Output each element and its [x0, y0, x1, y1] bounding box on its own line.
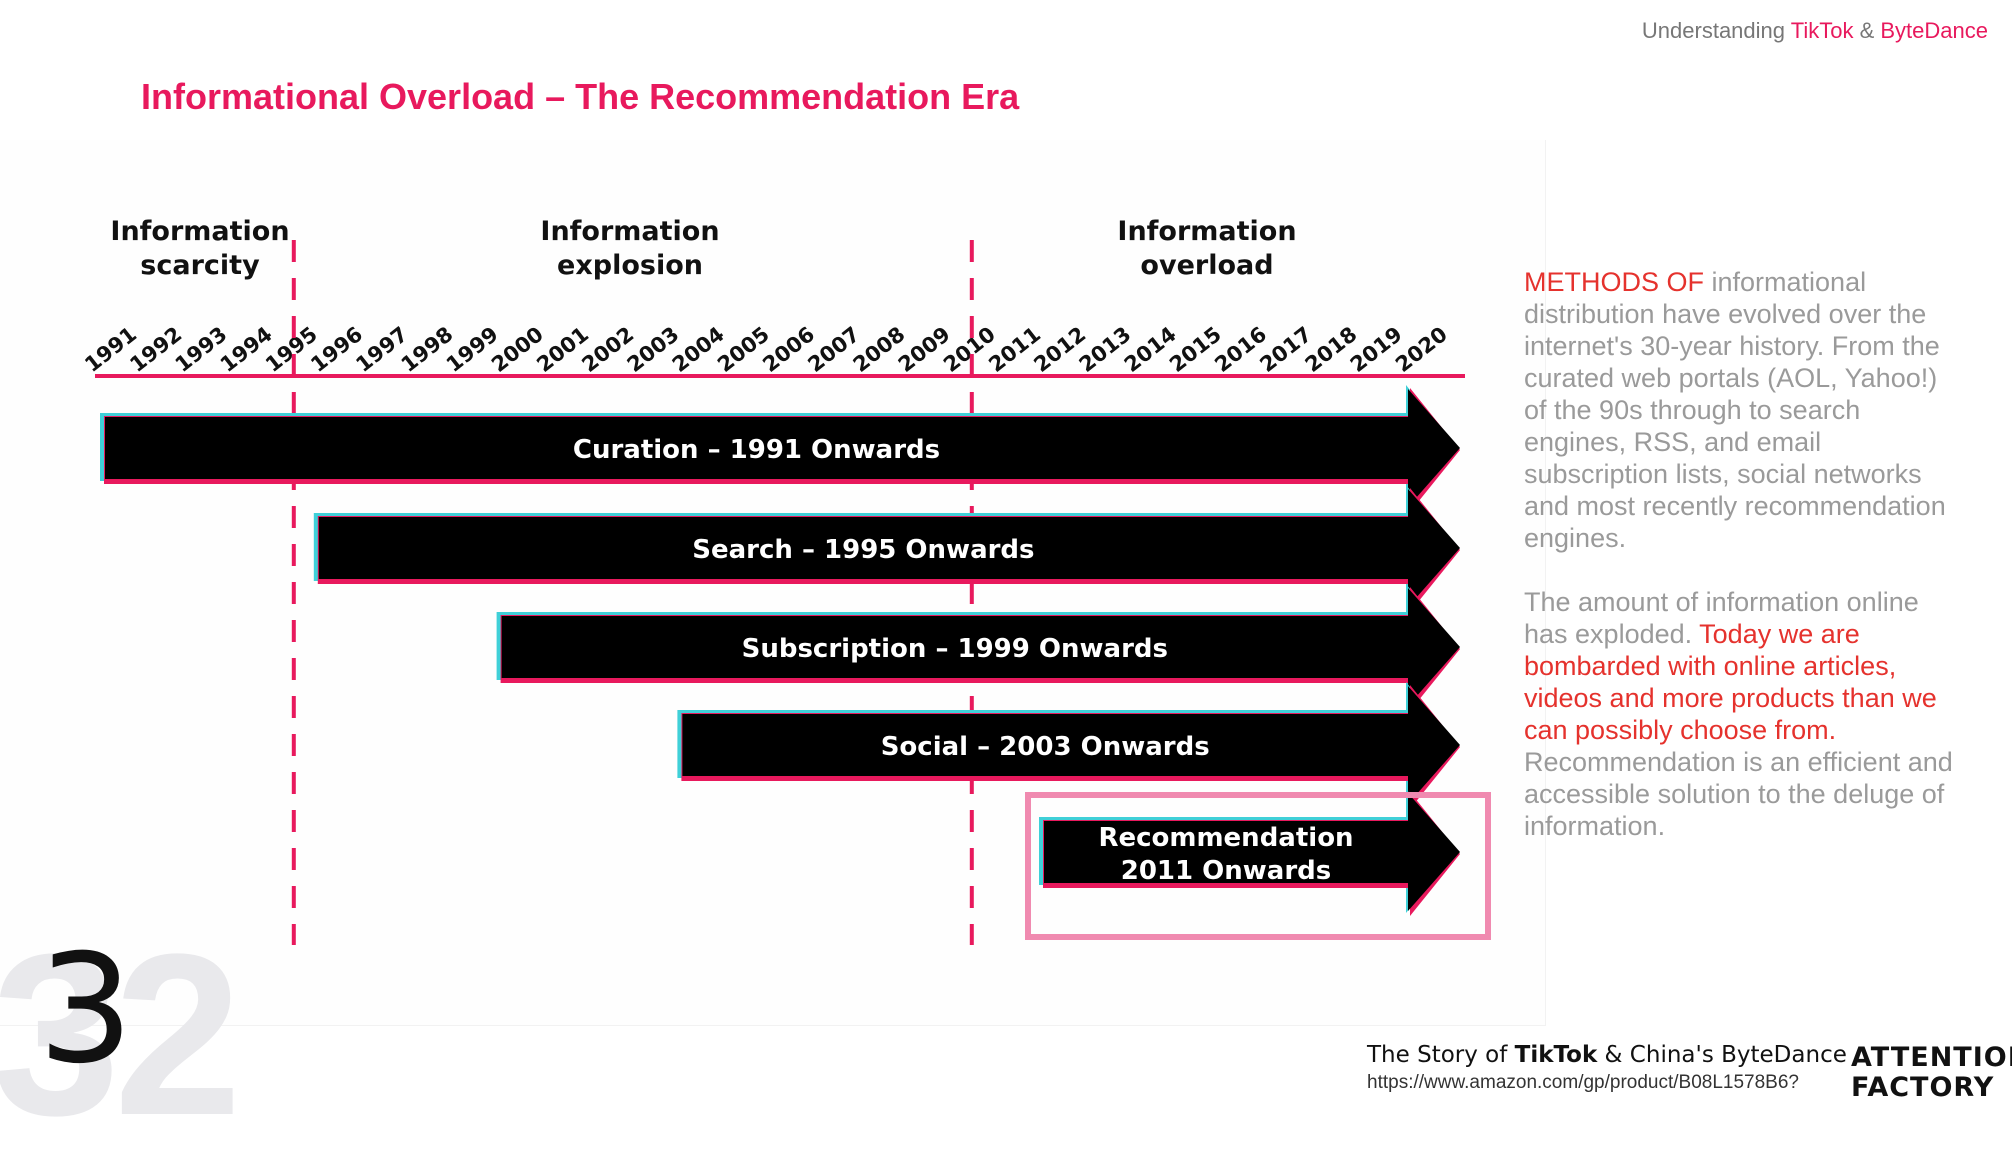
side-paragraph-1: METHODS OF informational distribution ha… [1524, 266, 1964, 554]
era-label: Information [110, 216, 289, 247]
year-label: 2017 [1255, 322, 1316, 377]
year-label: 2009 [894, 322, 955, 377]
book-credit: The Story of TikTok & China's ByteDance … [1367, 1042, 1847, 1094]
timeline-bar-2 [318, 489, 1460, 607]
year-label: 2008 [849, 322, 910, 377]
book-suffix: & China's ByteDance [1597, 1042, 1847, 1068]
year-label: 2013 [1075, 322, 1136, 377]
bar-label: Social – 2003 Onwards [881, 732, 1210, 762]
era-label: scarcity [140, 250, 260, 281]
header-brand-bytedance: ByteDance [1880, 18, 1988, 43]
year-label: 2018 [1301, 322, 1362, 377]
year-label: 2001 [532, 322, 593, 377]
attention-factory-logo: ATTENTION FACTORY [1851, 1043, 2012, 1103]
bar-label: Recommendation [1098, 823, 1353, 853]
side-p2-start: The amount of information online has exp… [1524, 587, 1919, 649]
year-label: 1995 [261, 322, 322, 377]
side-description: METHODS OF informational distribution ha… [1524, 266, 1964, 874]
year-label: 2005 [713, 322, 774, 377]
year-label: 2019 [1346, 322, 1407, 377]
timeline-bar-5 [1044, 793, 1460, 911]
side-p2-highlight: Today we are bombarded with online artic… [1524, 619, 1937, 745]
side-p1-highlight: METHODS OF [1524, 267, 1704, 297]
slide-title: Informational Overload – The Recommendat… [141, 76, 1020, 117]
year-label: 2000 [487, 322, 548, 377]
logo-line-1: ATTENTION [1851, 1042, 2012, 1073]
bar-label: 2011 Onwards [1121, 856, 1332, 886]
year-label: 2014 [1120, 322, 1181, 377]
year-label: 2015 [1165, 322, 1226, 377]
year-label: 2010 [939, 322, 1000, 377]
era-label: overload [1140, 250, 1273, 281]
header-brand-tiktok: TikTok [1790, 18, 1854, 43]
timeline-diagram: InformationscarcityInformationexplosionI… [80, 216, 1491, 945]
era-label: Information [540, 216, 719, 247]
book-url[interactable]: https://www.amazon.com/gp/product/B08L15… [1367, 1072, 1799, 1093]
year-label: 2016 [1210, 322, 1271, 377]
timeline-bar-1 [105, 389, 1460, 507]
year-label: 2006 [758, 322, 819, 377]
year-label: 1997 [351, 322, 412, 377]
bar-label: Curation – 1991 Onwards [573, 435, 940, 465]
year-label: 1996 [306, 322, 367, 377]
side-paragraph-2: The amount of information online has exp… [1524, 586, 1964, 842]
era-label: explosion [557, 250, 703, 281]
book-bold: TikTok [1514, 1042, 1598, 1068]
timeline-bar-3 [501, 588, 1461, 706]
year-label: 1991 [80, 322, 141, 377]
year-label: 1992 [125, 322, 186, 377]
handwritten-mark: 3 [38, 923, 134, 1097]
header-prefix: Understanding [1641, 18, 1791, 43]
side-p1-body: informational distribution have evolved … [1524, 267, 1946, 553]
highlight-box [1025, 792, 1491, 940]
bar-label: Subscription – 1999 Onwards [742, 634, 1168, 664]
bar-label: Search – 1995 Onwards [692, 535, 1034, 565]
year-label: 1994 [216, 322, 277, 377]
logo-line-2: FACTORY [1851, 1072, 1995, 1103]
header-book-tag: Understanding TikTok & ByteDance [1642, 18, 1988, 44]
header-amp: & [1853, 18, 1881, 43]
era-label: Information [1117, 216, 1296, 247]
year-label: 2020 [1391, 322, 1452, 377]
book-prefix: The Story of [1367, 1042, 1515, 1068]
year-label: 1999 [442, 322, 503, 377]
side-p2-end: Recommendation is an efficient and acces… [1524, 747, 1953, 841]
year-label: 2007 [803, 322, 864, 377]
year-label: 2011 [984, 322, 1045, 377]
year-label: 2002 [577, 322, 638, 377]
year-label: 1998 [397, 322, 458, 377]
year-label: 2012 [1029, 322, 1090, 377]
year-label: 2004 [668, 322, 729, 377]
page-number: 32 [0, 906, 242, 1163]
year-label: 1993 [171, 322, 232, 377]
year-label: 2003 [623, 322, 684, 377]
book-title: The Story of TikTok & China's ByteDance [1367, 1042, 1847, 1068]
timeline-bar-4 [682, 686, 1460, 804]
